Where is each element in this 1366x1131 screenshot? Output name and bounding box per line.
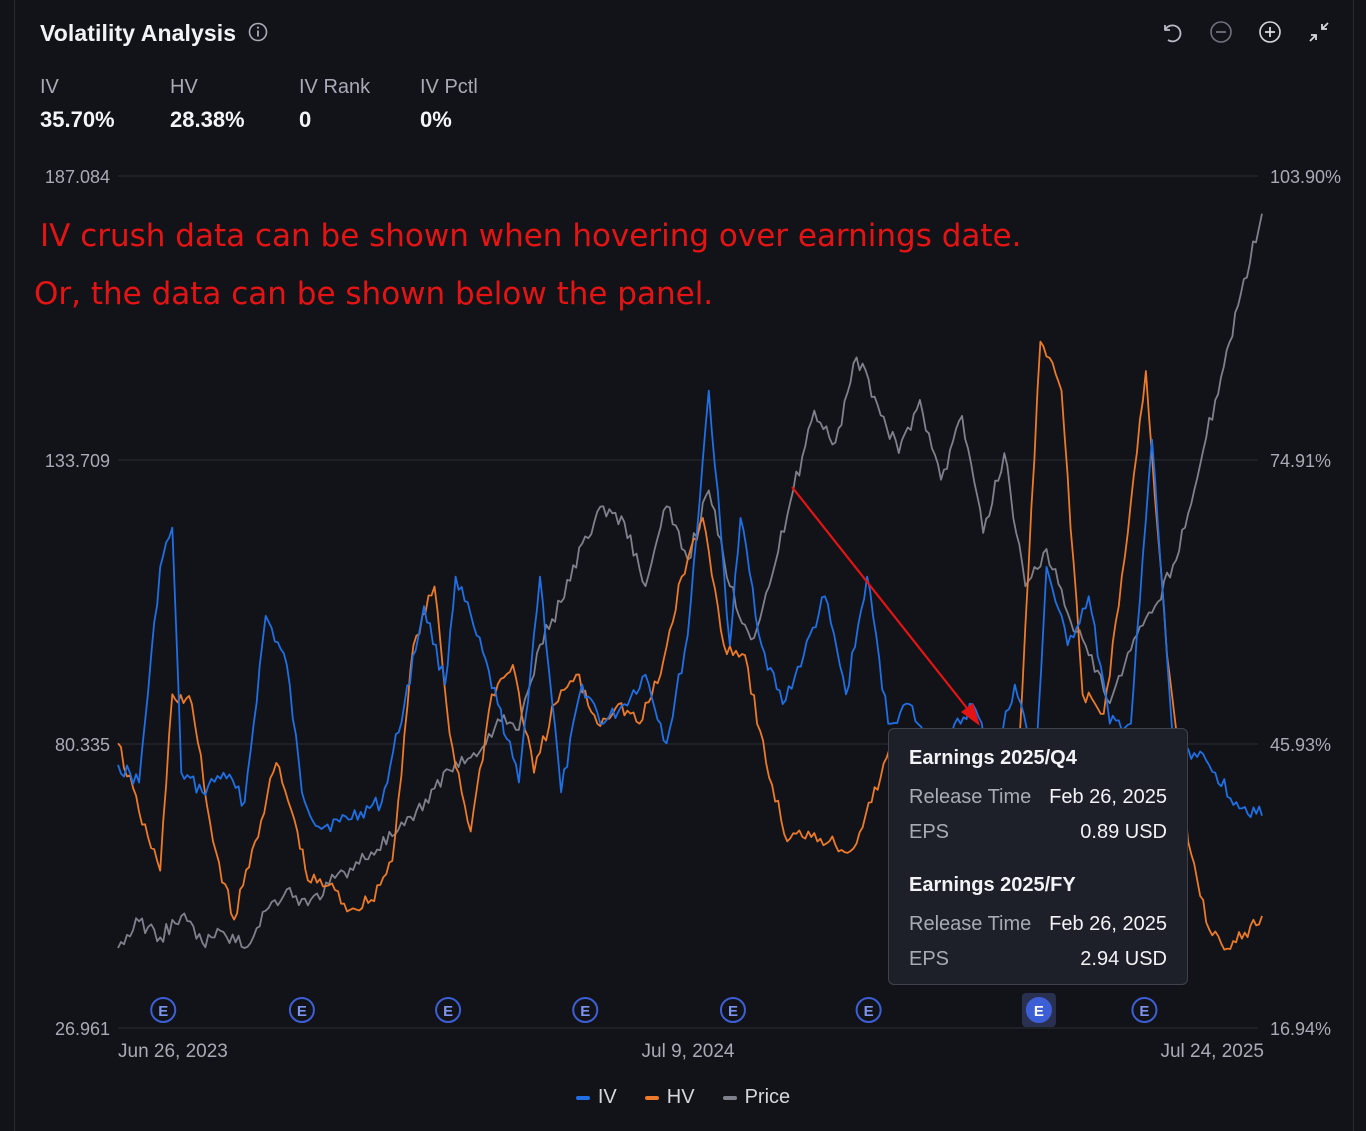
- tooltip-group-fy: Earnings 2025/FY Release Time Feb 26, 20…: [909, 874, 1167, 981]
- x-axis-tick-label: Jul 24, 2025: [1160, 1041, 1264, 1062]
- svg-text:E: E: [1139, 1003, 1149, 1020]
- stat-value: 28.38%: [170, 107, 245, 132]
- legend-label: HV: [666, 1086, 695, 1108]
- stat-value: 0%: [420, 107, 452, 132]
- tooltip-row: EPS 0.89 USD: [909, 819, 1167, 854]
- stat-iv: IV 35.70%: [40, 76, 115, 133]
- legend-item-hv[interactable]: HV: [644, 1086, 695, 1109]
- earnings-marker[interactable]: E: [855, 997, 882, 1023]
- reset-zoom-button[interactable]: [1158, 18, 1186, 46]
- right-axis-tick-label: 74.91%: [1270, 451, 1331, 471]
- annotation-line-2: Or, the data can be shown below the pane…: [34, 276, 714, 312]
- tooltip-group-q4: Earnings 2025/Q4 Release Time Feb 26, 20…: [909, 747, 1167, 854]
- series-line-price: [117, 213, 1263, 949]
- stat-iv-pctl: IV Pctl 0%: [420, 76, 478, 133]
- earnings-marker[interactable]: E: [150, 997, 177, 1023]
- series-line-hv: [117, 340, 1263, 951]
- stat-label: HV: [170, 76, 198, 98]
- stat-value: 35.70%: [40, 107, 115, 132]
- svg-text:E: E: [580, 1003, 590, 1020]
- tooltip-title: Earnings 2025/Q4: [909, 747, 1077, 769]
- tooltip-value: Feb 26, 2025: [1049, 786, 1167, 808]
- legend-item-iv[interactable]: IV: [575, 1086, 617, 1109]
- tooltip-row: Release Time Feb 26, 2025: [909, 784, 1167, 819]
- right-axis-tick-label: 103.90%: [1270, 167, 1341, 187]
- tooltip-title: Earnings 2025/FY: [909, 874, 1076, 896]
- info-icon[interactable]: [248, 22, 268, 42]
- stat-hv: HV 28.38%: [170, 76, 245, 133]
- tooltip-value: 2.94 USD: [1080, 948, 1167, 970]
- tooltip-value: Feb 26, 2025: [1049, 913, 1167, 935]
- legend-item-price[interactable]: Price: [722, 1086, 791, 1109]
- left-axis-tick-label: 187.084: [45, 167, 110, 187]
- stat-iv-rank: IV Rank 0: [299, 76, 370, 133]
- svg-text:E: E: [158, 1003, 168, 1020]
- svg-text:E: E: [728, 1003, 738, 1020]
- left-axis-tick-label: 26.961: [55, 1019, 110, 1039]
- svg-text:E: E: [1034, 1003, 1044, 1020]
- x-axis-tick-label: Jul 9, 2024: [642, 1041, 735, 1062]
- earnings-marker[interactable]: E: [1021, 993, 1056, 1027]
- annotation-arrow-head: [961, 703, 980, 726]
- series-line-iv: [117, 389, 1263, 833]
- legend-label: IV: [597, 1086, 617, 1108]
- tooltip-value: 0.89 USD: [1080, 821, 1167, 843]
- svg-text:E: E: [864, 1003, 874, 1020]
- chart-legend: IV HV Price: [0, 1086, 1366, 1109]
- tooltip-key: EPS: [909, 948, 950, 970]
- tooltip-key: Release Time: [909, 786, 1032, 808]
- earnings-marker[interactable]: E: [719, 997, 746, 1023]
- zoom-out-button[interactable]: [1207, 18, 1235, 46]
- legend-swatch-hv: [644, 1095, 659, 1100]
- earnings-marker[interactable]: E: [435, 997, 462, 1023]
- right-axis-tick-label: 16.94%: [1270, 1019, 1331, 1039]
- earnings-marker[interactable]: E: [1131, 997, 1158, 1023]
- left-axis-tick-label: 80.335: [55, 735, 110, 755]
- svg-text:E: E: [297, 1003, 307, 1020]
- legend-label: Price: [744, 1086, 791, 1108]
- stat-label: IV: [40, 76, 59, 98]
- svg-text:E: E: [443, 1003, 453, 1020]
- stat-value: 0: [299, 107, 312, 132]
- tooltip-row: Release Time Feb 26, 2025: [909, 911, 1167, 946]
- stat-label: IV Pctl: [420, 76, 478, 98]
- earnings-marker[interactable]: E: [288, 997, 315, 1023]
- tooltip-key: EPS: [909, 821, 950, 843]
- annotation-line-1: IV crush data can be shown when hovering…: [40, 218, 1022, 254]
- legend-swatch-iv: [575, 1095, 590, 1100]
- collapse-icon[interactable]: [1305, 18, 1333, 46]
- legend-swatch-price: [722, 1095, 737, 1100]
- earnings-tooltip: Earnings 2025/Q4 Release Time Feb 26, 20…: [888, 728, 1188, 985]
- right-axis-tick-label: 45.93%: [1270, 735, 1331, 755]
- zoom-in-button[interactable]: [1256, 18, 1284, 46]
- earnings-marker[interactable]: E: [572, 997, 599, 1023]
- tooltip-row: EPS 2.94 USD: [909, 946, 1167, 981]
- panel-title: Volatility Analysis: [40, 20, 237, 46]
- tooltip-key: Release Time: [909, 913, 1032, 935]
- x-axis-tick-label: Jun 26, 2023: [118, 1041, 228, 1062]
- annotation-arrow-line: [791, 486, 971, 713]
- stat-label: IV Rank: [299, 76, 371, 98]
- left-axis-tick-label: 133.709: [45, 451, 110, 471]
